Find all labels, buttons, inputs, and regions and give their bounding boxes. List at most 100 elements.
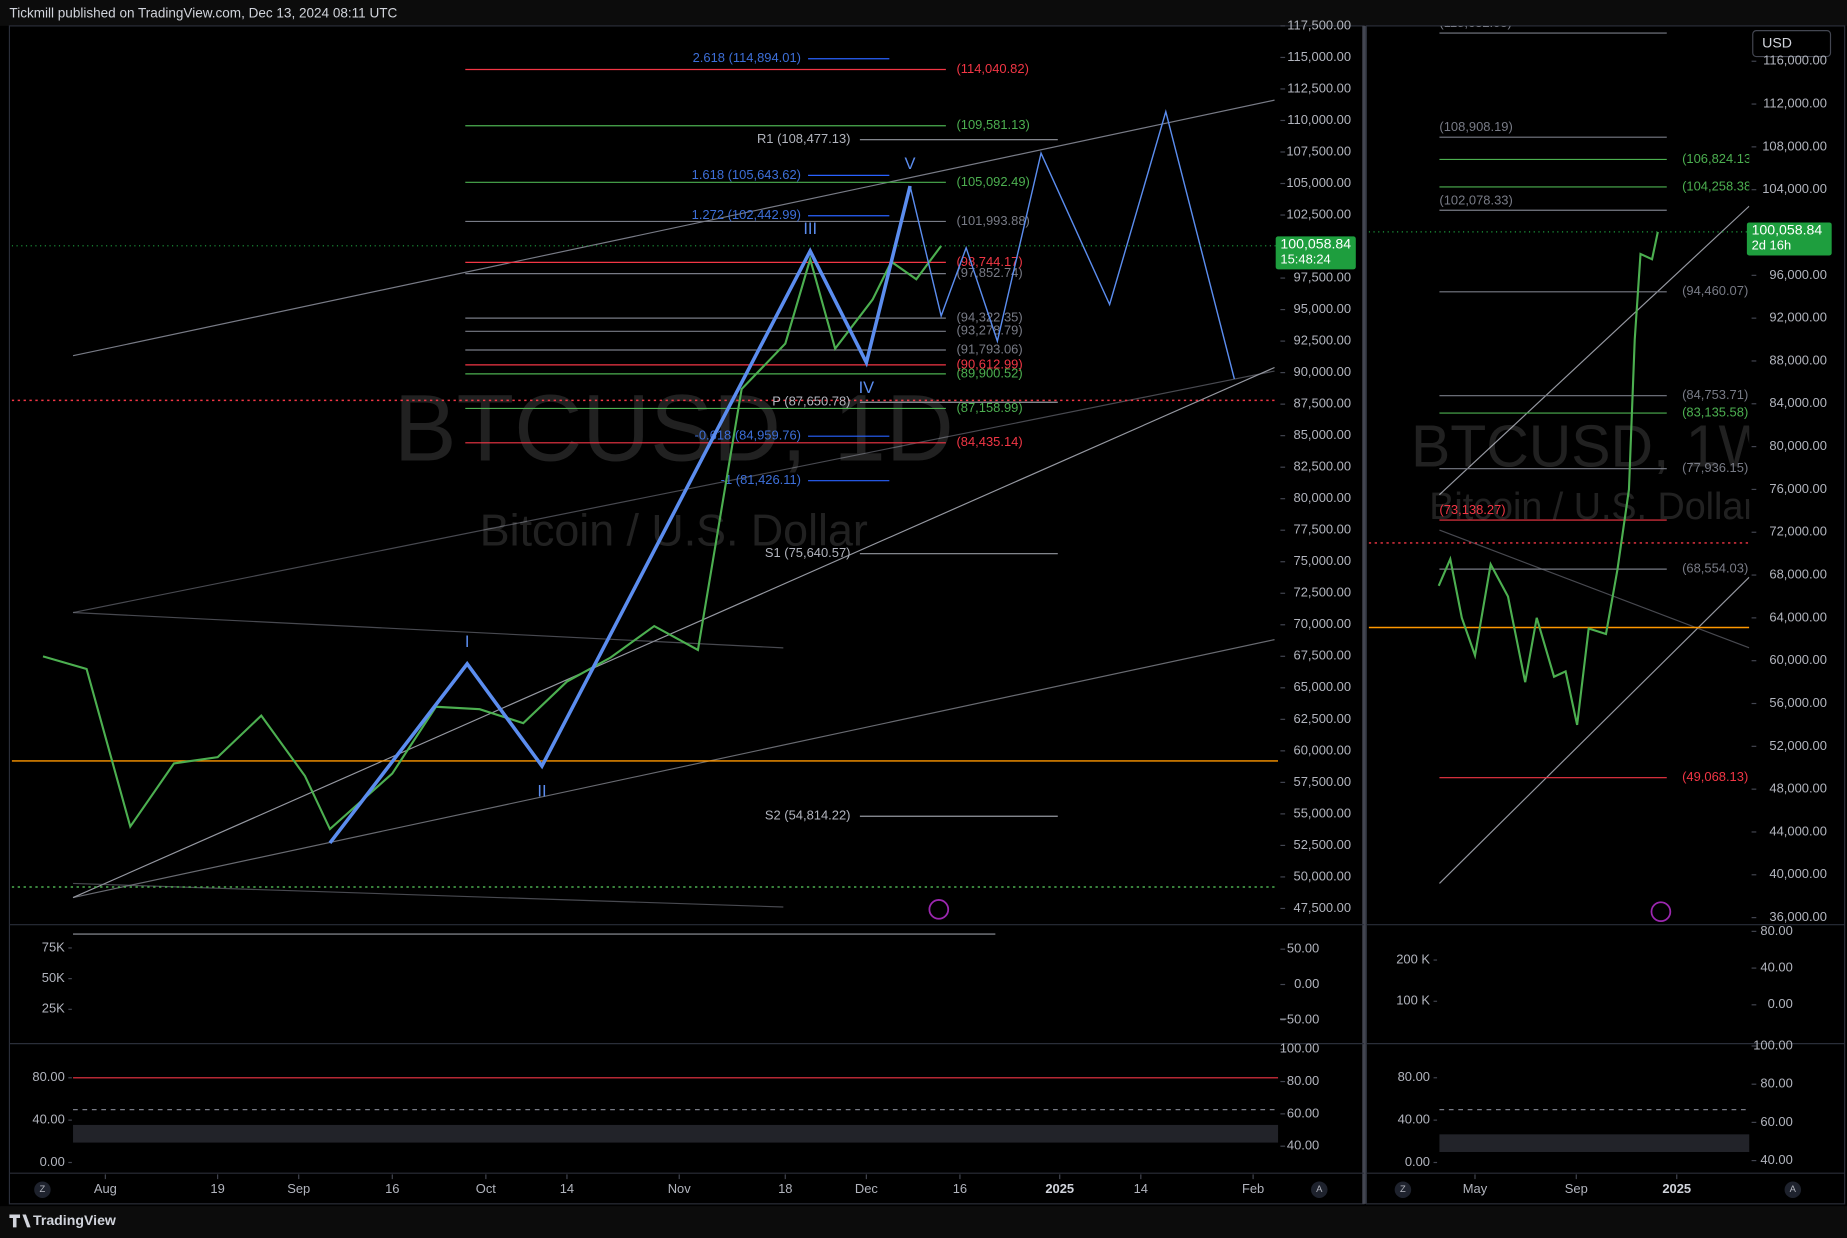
drawings (1439, 205, 1750, 884)
y-tick-label: 65,000.00 (1294, 679, 1352, 694)
level-label: (84,435.14) (956, 434, 1022, 449)
wave-label: V (905, 155, 916, 173)
level-label: (87,158.99) (956, 400, 1022, 415)
x-tick-label: May (1463, 1181, 1488, 1196)
pane-tick-label: 40.00 (1760, 960, 1792, 975)
currency-button[interactable] (1752, 30, 1832, 58)
y-tick-label: 112,000.00 (1763, 95, 1827, 110)
y-tick-label: 72,500.00 (1294, 585, 1352, 600)
events-icon[interactable] (1650, 901, 1672, 923)
footer-brand: TradingView (33, 1212, 117, 1228)
x-tick-label: Dec (855, 1181, 879, 1196)
pane-tick-label: 80.00 (1398, 1069, 1430, 1084)
x-tick-label: 14 (560, 1181, 574, 1196)
y-tick-label: 52,000.00 (1769, 738, 1827, 753)
pane-tick-label: 0.00 (1768, 996, 1793, 1011)
y-tick-label: 55,000.00 (1294, 805, 1352, 820)
x-tick-label: 2025 (1045, 1181, 1074, 1196)
channel-line (1439, 529, 1750, 649)
zoom-label: Z (40, 1183, 46, 1194)
x-tick-label: 19 (210, 1181, 224, 1196)
y-tick-label: 62,500.00 (1294, 711, 1352, 726)
y-tick-label: 57,500.00 (1294, 774, 1352, 789)
y-tick-label: 82,500.00 (1294, 459, 1352, 474)
wave-label: II (537, 782, 546, 800)
y-tick-label: 95,000.00 (1294, 301, 1352, 316)
last-price-tag (1746, 222, 1832, 256)
pane-tick-label: 25K (42, 1001, 65, 1016)
level-label: (102,078.33) (1439, 192, 1512, 207)
last-price-label: 100,058.84 (1280, 235, 1351, 251)
zoom-button[interactable] (34, 1181, 51, 1198)
level-label: (77,936.15) (1682, 460, 1748, 475)
pane-tick-label: 80.00 (1287, 1073, 1319, 1088)
pane-tick-label: 40.00 (1398, 1112, 1430, 1127)
pane-tick-label: 0.00 (1405, 1154, 1430, 1169)
y-tick-label: 116,000.00 (1763, 53, 1827, 68)
projection-line (909, 108, 1236, 380)
y-tick-label: 50,000.00 (1294, 868, 1352, 883)
fib-label: -0.618 (84,959.76) (695, 428, 801, 443)
events-icon[interactable] (928, 899, 950, 920)
channel-line (72, 370, 1275, 614)
level-label: (104,258.38) (1682, 178, 1755, 193)
fib-label: 1.618 (105,643.62) (692, 167, 801, 182)
y-tick-label: 36,000.00 (1769, 909, 1827, 924)
y-tick-label: 117,500.00 (1287, 17, 1351, 32)
x-tick-label: Aug (94, 1181, 117, 1196)
last-price-timer: 2d 16h (1752, 237, 1792, 252)
y-tick-label: 84,000.00 (1769, 395, 1827, 410)
y-tick-label: 110,000.00 (1287, 112, 1351, 127)
y-tick-label: 77,500.00 (1294, 522, 1352, 537)
oversold-band (1439, 1134, 1750, 1153)
auto-button[interactable] (1784, 1181, 1802, 1198)
x-tick-label: Sep (287, 1181, 310, 1196)
x-tick-label: Feb (1242, 1181, 1264, 1196)
y-tick-label: 112,500.00 (1287, 80, 1351, 95)
zoom-button[interactable] (1394, 1181, 1412, 1198)
y-tick-label: 60,000.00 (1769, 652, 1827, 667)
x-tick-label: 16 (953, 1181, 967, 1196)
x-tick-label: Nov (668, 1181, 692, 1196)
pane-tick-label: 200 K (1396, 951, 1430, 966)
x-tick-label: 14 (1134, 1181, 1148, 1196)
x-tick-label: 2025 (1662, 1181, 1691, 1196)
pane-tick-label: 100 K (1396, 993, 1430, 1008)
y-tick-label: 87,500.00 (1294, 396, 1352, 411)
auto-button[interactable] (1311, 1181, 1328, 1198)
y-tick-label: 115,000.00 (1287, 49, 1351, 64)
drawings (72, 99, 1275, 908)
price-line (42, 245, 943, 831)
y-tick-label: 64,000.00 (1769, 609, 1827, 624)
pane-tick-label: 60.00 (1287, 1105, 1319, 1120)
y-tick-label: 102,500.00 (1286, 206, 1351, 221)
channel-line (72, 99, 1275, 357)
y-tick-label: 108,000.00 (1762, 138, 1827, 153)
channel-line (73, 611, 784, 649)
y-tick-label: 80,000.00 (1769, 438, 1827, 453)
level-label: (90,612.99) (956, 356, 1022, 371)
pivot-label: S1 (75,640.57) (765, 545, 851, 560)
pane-tick-label: 40.00 (1760, 1152, 1792, 1167)
level-label: (89,900.52) (956, 365, 1022, 380)
wave-label: III (803, 220, 817, 238)
x-tick-label: 18 (778, 1181, 792, 1196)
pane-tick-label: 60.00 (1760, 1114, 1792, 1129)
currency-label: USD (1762, 34, 1792, 50)
y-tick-label: 67,500.00 (1294, 648, 1352, 663)
level-label: (84,753.71) (1682, 387, 1748, 402)
pivot-label: S2 (54,814.22) (765, 808, 851, 823)
y-tick-label: 76,000.00 (1769, 481, 1827, 496)
brand-logo (9, 1214, 31, 1228)
y-tick-label: 90,000.00 (1294, 364, 1352, 379)
x-tick-label: Oct (476, 1181, 497, 1196)
pane-tick-label: 80.00 (32, 1069, 64, 1084)
watermark-symbol: BTCUSD, 1D (394, 376, 954, 481)
panel-frame (1365, 25, 1846, 1205)
footer-bar (0, 1206, 1847, 1238)
level-label: (118,632.05) (1439, 15, 1511, 30)
